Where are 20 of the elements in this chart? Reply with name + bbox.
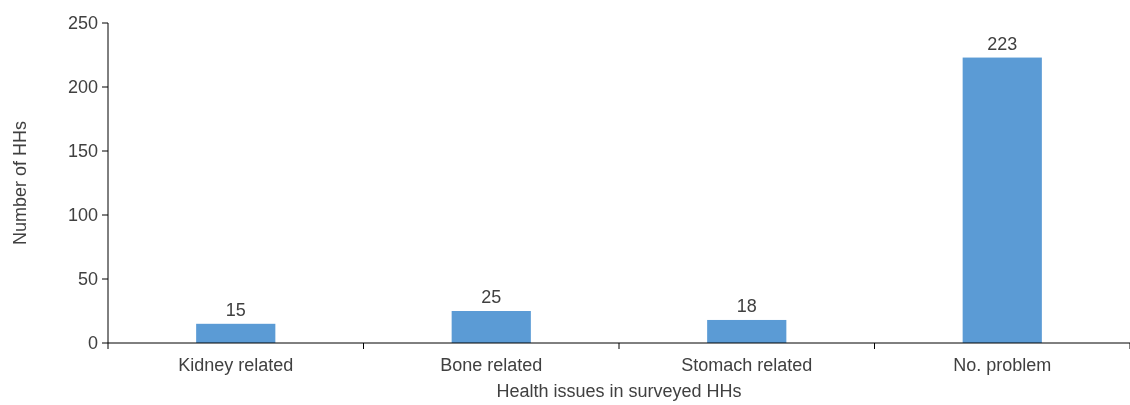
data-label: 223 bbox=[987, 33, 1018, 54]
bar bbox=[196, 323, 276, 343]
data-label: 15 bbox=[225, 299, 246, 320]
x-tick-label: Kidney related bbox=[178, 355, 294, 375]
y-axis-title: Number of HHs bbox=[10, 120, 30, 246]
y-tick-label: 100 bbox=[67, 205, 98, 226]
y-tick-label: 0 bbox=[87, 333, 98, 354]
x-axis-title: Health issues in surveyed HHs bbox=[496, 381, 742, 401]
data-label: 25 bbox=[481, 287, 502, 307]
bar bbox=[962, 57, 1042, 343]
y-tick-label: 200 bbox=[67, 77, 98, 98]
x-tick-label: Stomach related bbox=[681, 355, 813, 375]
data-label: 18 bbox=[736, 295, 757, 316]
y-tick-label: 50 bbox=[77, 269, 98, 290]
y-tick-label: 250 bbox=[67, 13, 98, 34]
x-tick-label: No. problem bbox=[953, 355, 1052, 375]
x-tick-label: Bone related bbox=[440, 355, 543, 375]
bar bbox=[707, 319, 787, 343]
bar bbox=[451, 311, 531, 343]
y-tick-label: 150 bbox=[67, 141, 98, 162]
